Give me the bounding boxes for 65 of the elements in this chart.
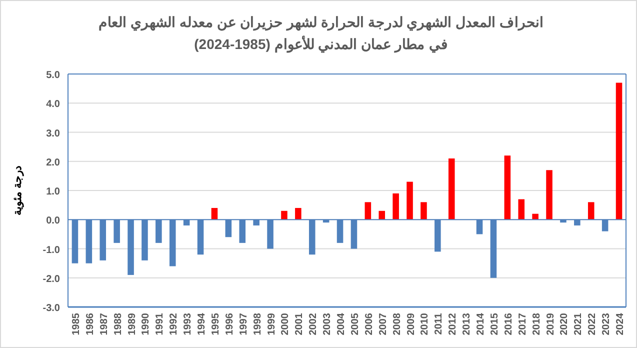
x-tick-label: 2016	[503, 312, 514, 336]
y-tick-label: 3.0	[46, 128, 60, 140]
x-tick-label: 1999	[266, 312, 278, 336]
x-tick-label: 2003	[322, 312, 334, 336]
x-tick-label: 2017	[517, 312, 528, 336]
x-tick-label: 2015	[489, 312, 500, 336]
bar	[281, 210, 288, 220]
x-tick-label: 1991	[154, 312, 166, 336]
x-tick-label: 1993	[182, 312, 194, 336]
x-tick-label: 1986	[84, 312, 96, 336]
x-tick-label: 1992	[168, 312, 180, 336]
x-tick-label: 1998	[252, 312, 264, 336]
bar	[546, 170, 552, 220]
x-tick-label: 2023	[601, 312, 612, 336]
x-tick-label: 2004	[336, 312, 348, 336]
x-tick-label: 1990	[140, 312, 152, 336]
bar	[364, 202, 372, 220]
chart-title: انحراف المعدل الشهري لدرجة الحرارة لشهر حزيران عن معدله الشهري العام في مطار عمان المدني للأعوام (1985-2024)	[98, 13, 544, 55]
bar	[211, 208, 218, 220]
x-tick-label: 2021	[573, 312, 584, 336]
bar	[616, 82, 622, 220]
x-tick-label: 2009	[406, 312, 417, 336]
x-tick-label: 1989	[126, 312, 138, 336]
x-tick-label: 2019	[545, 312, 556, 336]
x-tick-label: 2022	[587, 312, 598, 336]
bar	[588, 202, 594, 220]
x-tick-label: 1997	[238, 312, 250, 336]
x-tick-label: 2002	[308, 312, 320, 336]
bar	[448, 158, 455, 220]
y-tick-label: -1.0	[42, 244, 60, 256]
x-tick-label: 2024	[615, 312, 626, 336]
x-tick-label: 1988	[112, 312, 124, 336]
y-tick-label: 0.0	[46, 216, 60, 227]
x-tick-label: 2011	[434, 312, 445, 335]
y-tick-label: 4.0	[46, 99, 60, 110]
x-tick-label: 1985	[70, 312, 82, 336]
x-tick-label: 2020	[559, 312, 570, 336]
x-tick-label: 2018	[531, 312, 542, 336]
x-tick-label: 2006	[364, 312, 375, 336]
x-tick-label: 2013	[462, 312, 473, 336]
bar	[504, 156, 511, 220]
x-tick-label: 2005	[350, 312, 361, 336]
y-tick-label: 2.0	[46, 157, 60, 168]
x-tick-label: 1995	[210, 312, 222, 336]
x-tick-label: 1996	[224, 312, 236, 336]
y-tick-label: 5.0	[46, 70, 60, 81]
bar	[518, 199, 525, 220]
bar	[295, 208, 302, 220]
y-tick-label: 1.0	[46, 186, 60, 198]
x-tick-label: 2010	[420, 312, 431, 336]
x-tick-label: 2008	[392, 312, 403, 336]
x-tick-label: 1994	[196, 312, 208, 336]
bar	[420, 202, 427, 220]
x-tick-label: 1987	[98, 312, 110, 336]
x-tick-label: 2001	[294, 312, 306, 336]
x-tick-label: 2014	[476, 312, 487, 336]
x-tick-label: 2000	[280, 312, 292, 336]
y-tick-label: -3.0	[42, 303, 60, 314]
y-axis-title: درجة مئوية	[12, 165, 24, 216]
bar	[392, 193, 399, 220]
x-tick-label: 2007	[378, 312, 389, 336]
x-tick-label: 2012	[448, 312, 459, 336]
bar	[378, 210, 386, 220]
y-tick-label: -2.0	[42, 274, 60, 285]
bar	[406, 182, 413, 220]
